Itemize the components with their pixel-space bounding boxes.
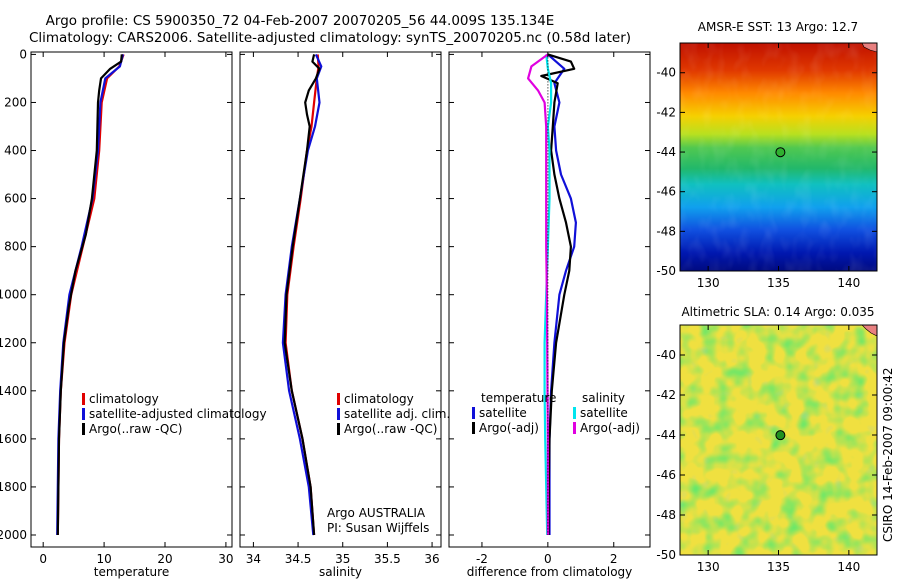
sla_map-xtick-label: 140 [837, 560, 860, 574]
salinity-xtick-label: 34.5 [285, 552, 312, 566]
salinity-legend-1-swatch [337, 408, 340, 420]
difference-legend-2-swatch [573, 407, 576, 419]
sla_map-ytick-label: -50 [656, 548, 676, 562]
sst-map-panel: AMSR-E SST: 13 Argo: 12.7 130 135 140 -40 -4… [656, 20, 878, 290]
temperature-ytick-label: 800 [4, 240, 27, 254]
header-title-line1: Argo profile: CS 5900350_72 04-Feb-2007 … [46, 13, 555, 29]
temperature-ytick-label: 1200 [0, 336, 27, 350]
difference-legend-header-salinity: salinity [582, 391, 625, 405]
temperature-series-1 [56, 54, 125, 536]
side-timestamp-label: CSIRO 14-Feb-2007 09:00:42 [881, 367, 895, 542]
difference-xtick-label: 0 [544, 552, 552, 566]
difference-series-3 [526, 53, 550, 535]
difference-legend-0-label: satellite [479, 406, 527, 420]
sst_map-ytick-label: -48 [656, 224, 676, 238]
salinity-annotation-1: PI: Susan Wijffels [327, 521, 429, 535]
salinity-legend-1-label: satellite adj. clim. [344, 407, 450, 421]
temperature-xtick-label: 0 [39, 552, 47, 566]
difference-legend-2-label: satellite [580, 406, 628, 420]
salinity-legend-2-swatch [337, 423, 340, 435]
sst-map-texture [680, 43, 877, 271]
temperature-series-2 [56, 54, 123, 536]
sst-map-title: AMSR-E SST: 13 Argo: 12.7 [698, 20, 858, 34]
temperature-ytick-label: 600 [4, 192, 27, 206]
sst_map-xtick-label: 135 [767, 276, 790, 290]
sla-map-blues [680, 325, 877, 555]
salinity-legend-0-swatch [337, 393, 340, 405]
difference-xtick-label: 2 [610, 552, 618, 566]
temperature-legend-1-swatch [82, 408, 85, 420]
sla-map-panel: Altimetric SLA: 0.14 Argo: 0.035 130 135 1… [656, 305, 878, 574]
temperature-ytick-label: 1800 [0, 480, 27, 494]
sla_map-xtick-label: 130 [697, 560, 720, 574]
temperature-xtick-label: 30 [218, 552, 233, 566]
difference-series-1 [540, 53, 576, 536]
temperature-series-0 [56, 54, 125, 536]
temperature-legend-1-label: satellite-adjusted climatology [89, 407, 267, 421]
sst_map-ytick-label: -44 [656, 145, 676, 159]
salinity-series-1 [281, 53, 323, 536]
temperature-legend-0-swatch [82, 393, 85, 405]
sla_map-ytick-label: -40 [656, 348, 676, 362]
sla_map-xtick-label: 135 [767, 560, 790, 574]
sla-map-title: Altimetric SLA: 0.14 Argo: 0.035 [681, 305, 874, 319]
temperature-ytick-label: 0 [19, 47, 27, 61]
sla_map-ytick-label: -42 [656, 388, 676, 402]
salinity-legend-2-label: Argo(..raw -QC) [344, 422, 437, 436]
temperature-ytick-label: 1000 [0, 288, 27, 302]
temperature-legend-2-swatch [82, 423, 85, 435]
temperature-profile-panel: 0 10 20 30 0 200 400 600 800 1000 1200 1400 1600 1800… [0, 47, 267, 579]
difference-legend-1-swatch [472, 422, 475, 434]
temperature-ytick-label: 1600 [0, 432, 27, 446]
salinity-frame [239, 51, 442, 548]
difference-xtick-label: -2 [476, 552, 488, 566]
difference-legend-3-label: Argo(-adj) [580, 421, 640, 435]
difference-legend-0-swatch [472, 407, 475, 419]
temperature-frame [30, 51, 233, 548]
salinity-series-2 [283, 54, 321, 536]
temperature-ytick-label: 200 [4, 95, 27, 109]
temperature-ytick-label: 2000 [0, 528, 27, 542]
salinity-xtick-label: 35.5 [374, 552, 401, 566]
difference-frame [448, 51, 651, 548]
sst_map-ytick-label: -46 [656, 185, 676, 199]
sst_map-ytick-label: -42 [656, 105, 676, 119]
salinity-profile-panel: 34 34.5 35 35.5 36 salinity climatologysatelli… [239, 51, 450, 579]
temperature-xtick-label: 10 [96, 552, 111, 566]
temperature-ytick-label: 1400 [0, 384, 27, 398]
temperature-xlabel: temperature [94, 565, 169, 579]
difference-legend-3-swatch [573, 422, 576, 434]
sst_map-argo-marker [775, 147, 786, 158]
salinity-series-0 [284, 54, 320, 536]
salinity-xtick-label: 34 [246, 552, 261, 566]
salinity-xlabel: salinity [319, 565, 362, 579]
sla_map-ytick-label: -44 [656, 428, 676, 442]
sst_map-ytick-label: -40 [656, 66, 676, 80]
difference-xlabel: difference from climatology [467, 565, 633, 579]
salinity-xtick-label: 36 [424, 552, 439, 566]
sst_map-ytick-label: -50 [656, 264, 676, 278]
temperature-xtick-label: 20 [157, 552, 172, 566]
difference-series-2 [543, 54, 553, 536]
sla-map-land [861, 325, 877, 337]
temperature-ytick-label: 400 [4, 144, 27, 158]
salinity-xtick-label: 35 [335, 552, 350, 566]
sst-map-land [861, 43, 877, 53]
temperature-legend-0-label: climatology [89, 392, 159, 406]
temperature-legend-2-label: Argo(..raw -QC) [89, 422, 182, 436]
sst_map-xtick-label: 130 [697, 276, 720, 290]
difference-legend-header-temperature: temperature [481, 391, 556, 405]
sst_map-xtick-label: 140 [837, 276, 860, 290]
salinity-legend-0-label: climatology [344, 392, 414, 406]
sla_map-ytick-label: -48 [656, 508, 676, 522]
sla_map-ytick-label: -46 [656, 468, 676, 482]
difference-legend-1-label: Argo(-adj) [479, 421, 539, 435]
sla_map-argo-marker [775, 430, 786, 441]
header-title-line2: Climatology: CARS2006. Satellite-adjuste… [29, 30, 631, 46]
salinity-annotation-0: Argo AUSTRALIA [327, 506, 426, 520]
